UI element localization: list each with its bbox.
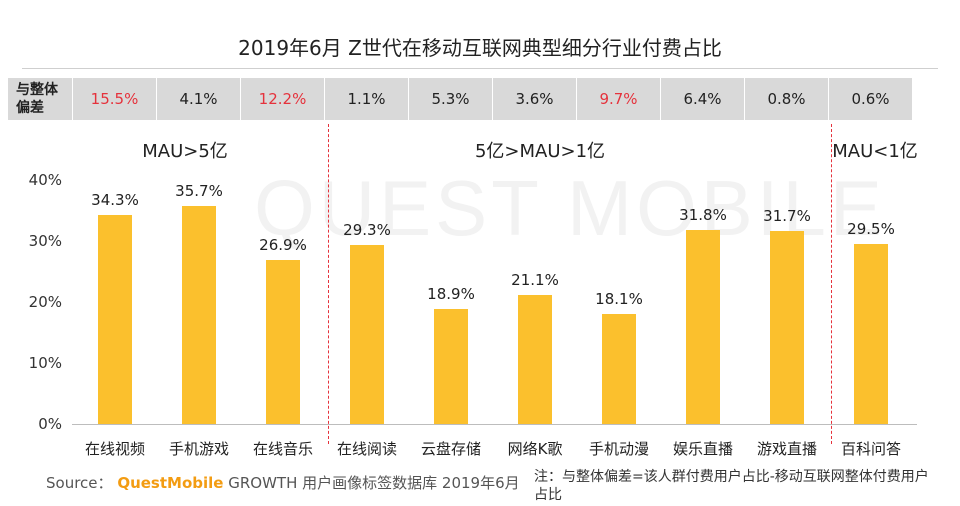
data-label: 35.7% xyxy=(175,182,223,201)
group-label-3: MAU<1亿 xyxy=(832,141,918,162)
bar xyxy=(350,245,384,424)
data-label: 29.3% xyxy=(343,221,391,240)
diff-cell: 0.6% xyxy=(829,78,912,120)
chart-title: 2019年6月 Z世代在移动互联网典型细分行业付费占比 xyxy=(238,36,722,60)
x-tick-label: 游戏直播 xyxy=(756,440,817,458)
y-tick-label: 40% xyxy=(28,171,62,189)
bar xyxy=(686,230,720,424)
diff-cell: 3.6% xyxy=(493,78,576,120)
x-tick-label: 云盘存储 xyxy=(420,440,481,458)
x-tick-label: 在线阅读 xyxy=(336,440,397,458)
data-label: 21.1% xyxy=(511,271,559,290)
diff-cell: 1.1% xyxy=(325,78,408,120)
footnote: 注：与整体偏差=该人群付费用户占比-移动互联网整体付费用户占比 xyxy=(534,469,929,503)
bar xyxy=(434,308,468,424)
group-label-2: 5亿>MAU>1亿 xyxy=(474,141,606,162)
source-prefix: Source： xyxy=(46,474,113,492)
x-tick-label: 网络K歌 xyxy=(507,440,563,458)
diff-header-line1: 与整体 xyxy=(16,82,58,98)
group-separator-1 xyxy=(328,124,329,444)
x-tick-label: 在线音乐 xyxy=(252,440,313,458)
data-label: 29.5% xyxy=(847,220,895,239)
bar xyxy=(854,244,888,424)
diff-cell: 5.3% xyxy=(409,78,492,120)
diff-cell: 12.2% xyxy=(241,78,324,120)
diff-header-line2: 偏差 xyxy=(16,100,44,116)
diff-cell: 0.8% xyxy=(745,78,828,120)
bar xyxy=(182,206,216,424)
x-axis-baseline xyxy=(72,424,917,425)
data-label: 31.8% xyxy=(679,206,727,225)
y-tick-label: 10% xyxy=(28,354,62,372)
bar xyxy=(602,313,636,424)
x-tick-label: 在线视频 xyxy=(84,440,145,458)
bar xyxy=(518,295,552,424)
data-label: 34.3% xyxy=(91,190,139,209)
x-tick-label: 手机游戏 xyxy=(168,440,229,458)
group-separator-2 xyxy=(831,124,832,444)
bar xyxy=(98,214,132,424)
bar xyxy=(770,230,804,424)
source-brand: QuestMobile xyxy=(117,474,224,492)
data-label: 26.9% xyxy=(259,235,307,254)
data-label: 18.9% xyxy=(427,284,475,303)
bar xyxy=(266,259,300,424)
y-tick-label: 20% xyxy=(28,293,62,311)
diff-cell: 9.7% xyxy=(577,78,660,120)
data-label: 18.1% xyxy=(595,289,643,308)
diff-cell: 15.5% xyxy=(73,78,156,120)
title-rule xyxy=(22,68,938,69)
data-label: 31.7% xyxy=(763,206,811,225)
x-tick-label: 娱乐直播 xyxy=(672,440,733,458)
diff-header: 与整体 偏差 xyxy=(8,78,72,120)
diff-cell: 6.4% xyxy=(661,78,744,120)
x-tick-label: 手机动漫 xyxy=(588,440,649,458)
group-label-1: MAU>5亿 xyxy=(142,141,228,162)
source-text: GROWTH 用户画像标签数据库 2019年6月 xyxy=(228,474,520,492)
diff-cell: 4.1% xyxy=(157,78,240,120)
y-tick-label: 0% xyxy=(38,415,62,433)
y-tick-label: 30% xyxy=(28,232,62,250)
source-line: Source： QuestMobile GROWTH 用户画像标签数据库 201… xyxy=(46,472,520,493)
x-tick-label: 百科问答 xyxy=(840,440,901,458)
